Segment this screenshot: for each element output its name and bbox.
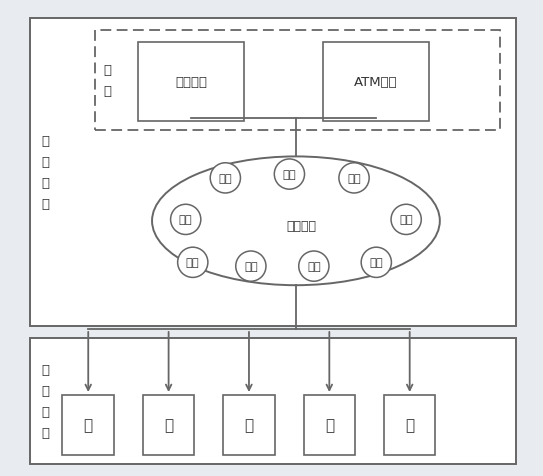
Bar xyxy=(323,43,429,121)
Text: 方: 方 xyxy=(405,417,414,432)
Text: 资金: 资金 xyxy=(244,262,258,271)
Text: 柜面系统: 柜面系统 xyxy=(175,76,207,89)
Text: 结算: 结算 xyxy=(307,262,321,271)
Bar xyxy=(30,19,516,326)
Text: 其他: 其他 xyxy=(369,258,383,268)
Ellipse shape xyxy=(299,251,329,282)
Text: 查控: 查控 xyxy=(347,174,361,183)
Text: 代付: 代付 xyxy=(186,258,200,268)
Bar xyxy=(384,395,435,455)
Text: 代收: 代收 xyxy=(179,215,193,225)
Ellipse shape xyxy=(210,163,241,194)
Text: 类: 类 xyxy=(164,417,173,432)
Text: 三: 三 xyxy=(325,417,334,432)
Ellipse shape xyxy=(339,163,369,194)
Text: 存款: 存款 xyxy=(218,174,232,183)
Bar xyxy=(95,31,500,131)
Text: ATM系统: ATM系统 xyxy=(354,76,398,89)
Bar xyxy=(62,395,114,455)
Bar xyxy=(304,395,355,455)
Ellipse shape xyxy=(178,248,208,278)
Ellipse shape xyxy=(236,251,266,282)
Ellipse shape xyxy=(391,205,421,235)
Bar xyxy=(30,338,516,464)
Text: 行
外
系
统: 行 外 系 统 xyxy=(41,363,49,439)
Text: 第: 第 xyxy=(244,417,254,432)
Text: 账户: 账户 xyxy=(399,215,413,225)
Text: 各: 各 xyxy=(84,417,93,432)
Ellipse shape xyxy=(274,159,305,190)
Bar xyxy=(143,395,194,455)
Bar xyxy=(223,395,275,455)
Text: 渠
道: 渠 道 xyxy=(103,64,111,98)
Text: 理财: 理财 xyxy=(282,170,296,179)
Ellipse shape xyxy=(152,157,440,286)
Text: 行
内
系
统: 行 内 系 统 xyxy=(41,135,49,210)
Text: 核心系统: 核心系统 xyxy=(286,219,317,233)
Ellipse shape xyxy=(361,248,392,278)
Ellipse shape xyxy=(171,205,201,235)
Bar xyxy=(138,43,244,121)
